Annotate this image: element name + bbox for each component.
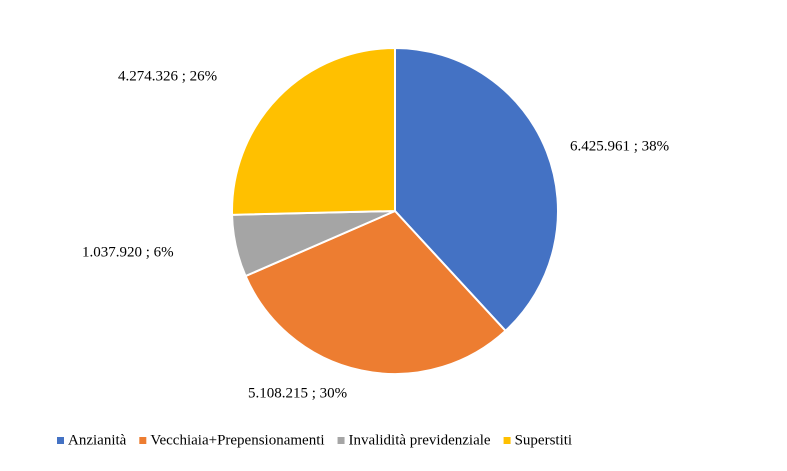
- data-label: 5.108.215 ; 30%: [248, 385, 347, 401]
- data-label: 4.274.326 ; 26%: [118, 68, 217, 84]
- legend-label: Superstiti: [515, 432, 573, 448]
- legend-swatch: [503, 437, 511, 444]
- legend-swatch: [337, 437, 345, 444]
- legend-label: Invalidità previdenziale: [349, 432, 491, 448]
- legend-label: Anzianità: [68, 432, 127, 448]
- pie-slice: [231, 46, 396, 216]
- data-label: 1.037.920 ; 6%: [82, 244, 174, 260]
- legend-swatch: [139, 437, 147, 444]
- legend-label: Vecchiaia+Prepensionamenti: [150, 432, 324, 448]
- pie-slice: [244, 209, 507, 375]
- data-label: 6.425.961 ; 38%: [570, 138, 669, 154]
- legend-swatch: [57, 437, 64, 444]
- pie-slice: [394, 46, 559, 333]
